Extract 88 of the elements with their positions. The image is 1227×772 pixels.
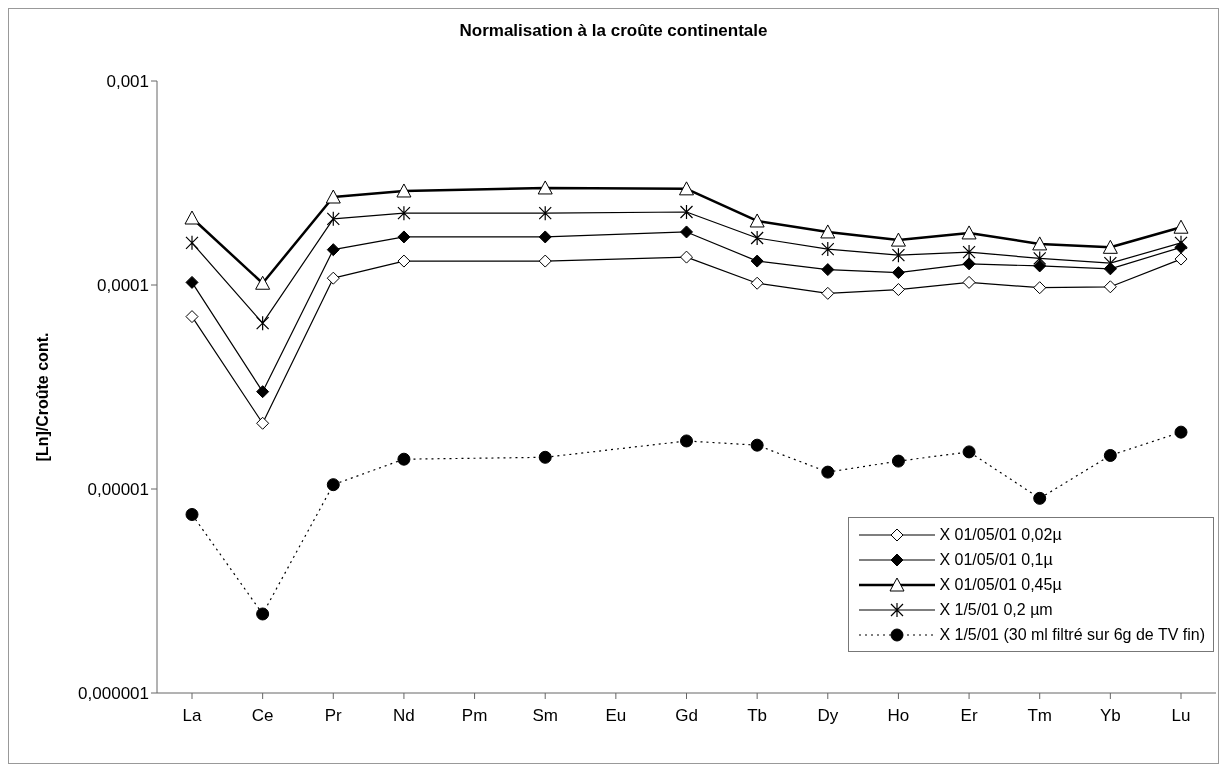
x-tick-label: Sm [532,706,558,726]
x-tick-label: Gd [675,706,698,726]
point [679,181,694,196]
point [325,189,341,204]
y-tick-label: 0,000001 [78,684,149,704]
y-tick-label: 0,00001 [87,480,149,500]
x-tick-label: Pr [324,706,343,726]
point [538,205,552,221]
point [185,507,199,521]
point [326,478,340,492]
legend-label: X 1/5/01 (30 ml filtré sur 6g de TV fin) [939,625,1205,644]
point [1033,259,1047,273]
point [891,266,905,280]
x-tick-label: Dy [817,706,839,726]
point [185,235,199,251]
point [749,213,765,228]
point [962,244,976,260]
x-tick-label: Yb [1099,706,1121,726]
legend-label: X 01/05/01 0,02µ [939,525,1062,544]
point [1103,448,1117,462]
point [256,385,270,399]
point [256,315,270,331]
point [185,310,199,324]
point [185,275,199,289]
point [326,271,340,285]
point [1174,252,1188,266]
point [1032,236,1048,251]
point [820,224,836,239]
point [962,445,976,459]
point [680,250,693,264]
point [184,210,200,225]
point [962,257,976,271]
legend-label: X 01/05/01 0,1µ [939,550,1053,569]
point [538,230,552,244]
point [1103,280,1117,294]
point [891,283,905,297]
point [1102,239,1118,254]
point [891,454,905,468]
point [680,225,693,239]
point [1174,425,1188,439]
point [1033,491,1047,505]
chart-title: Normalisation à la croûte continentale [458,21,769,41]
point [256,607,270,621]
point [255,275,271,290]
point [821,286,835,300]
x-tick-label: Nd [393,706,415,726]
legend-label: X 1/5/01 0,2 µm [939,600,1053,619]
point [397,205,411,221]
point [537,180,553,195]
point [750,254,764,268]
point [750,276,764,290]
point [256,416,270,430]
point [891,247,906,263]
x-tick-label: Tm [1027,706,1052,726]
point [750,438,764,452]
point [1033,281,1047,295]
x-tick-label: Er [960,706,978,726]
point [538,254,552,268]
x-tick-label: Tb [747,706,768,726]
x-tick-label: La [182,706,202,726]
point [821,241,835,257]
x-tick-label: Ho [887,706,910,726]
point [962,275,976,289]
point [1173,219,1189,234]
x-tick-label: Ce [251,706,274,726]
point [397,254,411,268]
point [326,243,340,257]
point [1103,255,1117,271]
x-tick-label: Pm [461,706,488,726]
point [890,232,906,247]
x-tick-label: Lu [1171,706,1191,726]
point [396,183,412,198]
point [821,465,835,479]
point [397,230,411,244]
point [397,452,411,466]
point [679,204,694,220]
y-tick-label: 0,0001 [97,276,149,296]
point [750,230,764,246]
point [961,225,977,240]
point [821,263,835,277]
y-axis-title: [Ln]/Croûte cont. [34,332,52,462]
x-tick-label: Eu [605,706,627,726]
point [680,434,693,448]
point [538,450,552,464]
legend-label: X 01/05/01 0,45µ [939,575,1062,594]
y-tick-label: 0,001 [106,72,149,92]
point [1033,250,1047,267]
point [326,211,340,227]
